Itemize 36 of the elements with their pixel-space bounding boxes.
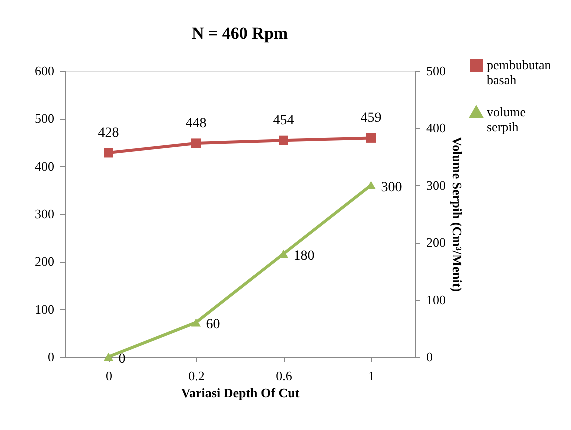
- data-label: 180: [294, 249, 315, 264]
- y2-tick-label: 400: [426, 120, 446, 136]
- y2-tick-label: 100: [426, 292, 446, 308]
- legend-label: pembubutan basah: [487, 58, 552, 88]
- y2-tick-label: 300: [426, 178, 446, 193]
- point: [104, 148, 114, 158]
- data-label: 60: [206, 318, 220, 333]
- y2-axis-title: Volume Serpih (Cm³/Menit): [450, 136, 465, 292]
- x-tick-label: 0: [106, 368, 112, 384]
- x-tick-label: 1: [368, 368, 375, 384]
- y-tick-label: 500: [35, 111, 54, 126]
- point: [192, 318, 201, 327]
- data-label: 300: [381, 180, 402, 196]
- y-tick-label: 0: [48, 350, 54, 364]
- y-tick-label: 600: [35, 64, 54, 78]
- x-tick-label: 0.2: [188, 368, 205, 384]
- data-label: 454: [273, 114, 294, 129]
- y2-tick-label: 0: [426, 350, 433, 364]
- point: [366, 133, 376, 143]
- data-label: 0: [118, 352, 126, 367]
- point: [192, 138, 201, 148]
- x-axis-title: Variasi Depth Of Cut: [181, 386, 300, 400]
- y2-tick-label: 200: [426, 235, 446, 250]
- point: [279, 136, 288, 146]
- chart-title: N = 460 Rpm: [192, 24, 288, 43]
- y2-tick-label: 500: [426, 64, 446, 78]
- legend-label: volume serpih: [487, 104, 526, 134]
- data-label: 428: [98, 126, 120, 141]
- y-tick-label: 100: [35, 302, 54, 317]
- x-tick-label: 0.6: [276, 368, 293, 384]
- y-tick-label: 300: [35, 206, 54, 222]
- y-tick-label: 200: [35, 254, 54, 270]
- y-tick-label: 400: [35, 158, 54, 174]
- point: [104, 352, 114, 362]
- data-label: 459: [360, 111, 382, 126]
- data-label: 448: [186, 116, 207, 132]
